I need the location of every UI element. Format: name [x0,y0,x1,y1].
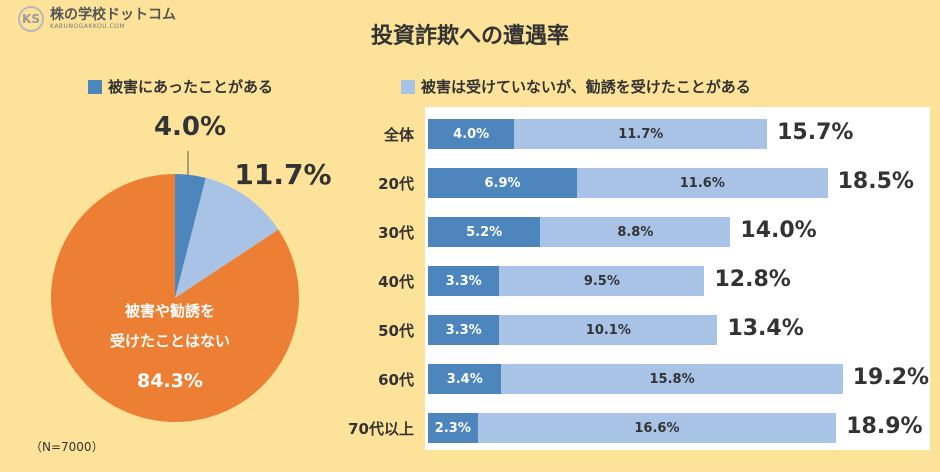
legend-label-solicited: 被害は受けていないが、勧誘を受けたことがある [421,78,751,96]
bar-category-label: 30代 [378,224,414,242]
logo-text-block: 株の学校ドットコム KABUNOGAKKOU.COM [50,6,176,31]
pie-slice-solicited [175,177,279,298]
bar-total-label: 18.9% [846,414,923,439]
logo-subtext: KABUNOGAKKOU.COM [50,22,126,30]
legend-label-victim: 被害にあったことがある [108,78,274,96]
legend-swatch-solicited [401,79,415,94]
bar-category-label: 全体 [383,126,414,144]
pie-label-none-pct: 84.3% [137,370,203,392]
bar-total-label: 12.8% [714,267,791,292]
pie-label-victim: 4.0% [153,112,227,142]
bar-segment-solicited: 11.6% [577,168,828,198]
bar-category-label: 70代以上 [348,420,414,438]
bar-category-label: 50代 [378,322,414,340]
logo-text: 株の学校ドットコム [50,6,176,23]
pie-label-solicited: 11.7% [234,158,332,191]
logo-icon: KS [18,6,44,32]
bar-segment-victim: 6.9% [428,168,578,198]
bar-total-label: 14.0% [740,218,817,243]
bar-total-label: 18.5% [837,169,914,194]
bar-segment-victim: 5.2% [428,217,541,247]
bar-segment-solicited: 9.5% [499,266,705,296]
bar-category-label: 60代 [378,371,414,389]
legend-item-solicited: 被害は受けていないが、勧誘を受けたことがある [401,76,751,97]
legend-item-victim: 被害にあったことがある [88,76,273,97]
logo: KS 株の学校ドットコム KABUNOGAKKOU.COM [18,6,176,32]
bar-segment-solicited: 15.8% [501,364,843,394]
chart-title: 投資詐欺への遭遇率 [370,24,569,49]
pie-label-none-line1: 被害や勧誘を [124,302,215,320]
bar-segment-victim: 3.4% [428,364,502,394]
bar-segment-solicited: 16.6% [477,413,837,443]
bar-segment-victim: 2.3% [428,413,478,443]
pie-slice-none [51,174,299,422]
bar-segment-solicited: 11.7% [514,119,768,149]
bar-category-label: 20代 [378,175,414,193]
bar-total-label: 13.4% [727,316,804,341]
bar-category-label: 40代 [378,273,414,291]
bar-segment-solicited: 8.8% [540,217,731,247]
bar-segment-victim: 3.3% [428,266,500,296]
legend-swatch-victim [88,79,102,94]
pie-slice-victim [175,174,206,298]
bar-total-label: 19.2% [852,365,930,390]
bar-segment-solicited: 10.1% [499,315,718,345]
bar-segment-victim: 4.0% [428,119,515,149]
bar-total-label: 15.7% [777,120,854,145]
pie-label-none-line2: 受けたことはない [109,332,230,350]
pie-chart [51,151,299,422]
sample-size-note: （N=7000） [30,440,104,454]
bar-segment-victim: 3.3% [428,315,500,345]
